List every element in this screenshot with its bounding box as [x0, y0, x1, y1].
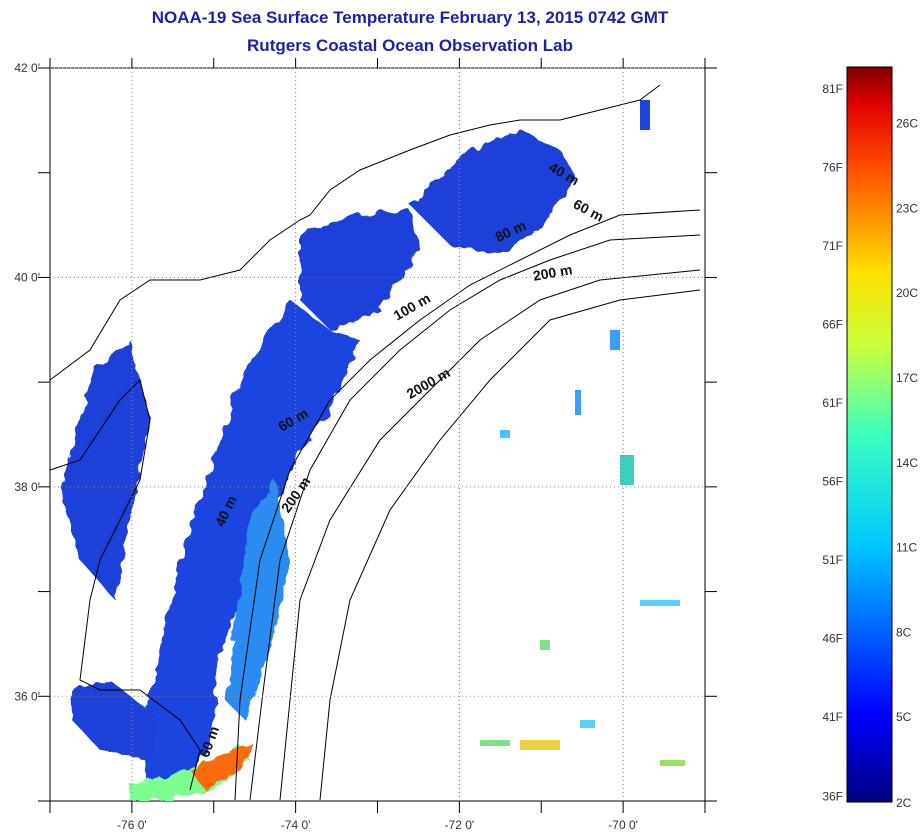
- x-axis: -76 0' -74 0' -72 0' -70 0': [49, 58, 706, 832]
- sst-patch-new-york-bight: [300, 210, 420, 330]
- y-tick-label: 38 0': [14, 480, 40, 494]
- colorbar-f-label: 41F: [822, 710, 843, 724]
- colorbar-celsius-labels: 2C 5C 8C 11C 14C 17C 20C 23C 26C: [896, 117, 918, 810]
- x-tick-label: -74 0': [281, 818, 311, 832]
- colorbar-c-label: 14C: [896, 456, 918, 470]
- colorbar-f-label: 71F: [822, 239, 843, 253]
- y-tick-label: 42 0': [14, 61, 40, 75]
- colorbar-f-label: 46F: [822, 632, 843, 646]
- colorbar-c-label: 11C: [896, 541, 917, 555]
- contour-line-mid: [249, 234, 701, 801]
- x-tick-label: -70 0': [608, 818, 638, 832]
- contour-line-inner: [234, 209, 701, 801]
- sst-offshore-scatter: [480, 100, 685, 766]
- contour-line-deep: [319, 289, 701, 801]
- sst-patch-pamlico: [70, 680, 160, 760]
- colorbar-c-label: 17C: [896, 371, 918, 385]
- chart-title: NOAA-19 Sea Surface Temperature February…: [151, 8, 669, 27]
- x-tick-label: -72 0': [445, 818, 475, 832]
- colorbar-c-label: 20C: [896, 286, 918, 300]
- coastline: [49, 84, 661, 791]
- colorbar-f-label: 51F: [822, 553, 843, 567]
- colorbar-f-label: 56F: [822, 475, 843, 489]
- y-tick-label: 40 0': [14, 270, 40, 284]
- contour-line-shelf: [279, 269, 701, 801]
- y-axis: 42 0' 40 0' 38 0' 36 0': [14, 61, 717, 802]
- colorbar-c-label: 2C: [896, 796, 912, 810]
- colorbar: [846, 66, 893, 803]
- depth-contours: [234, 209, 701, 801]
- sst-patch-gulf-stream-warm: [190, 745, 255, 790]
- colorbar-fahrenheit-labels: 36F 41F 46F 51F 56F 61F 66F 71F 76F 81F: [822, 82, 843, 804]
- chart-subtitle: Rutgers Coastal Ocean Observation Lab: [247, 36, 573, 55]
- colorbar-f-label: 61F: [822, 396, 843, 410]
- depth-contour-label: 200 m: [532, 261, 574, 284]
- x-tick-label: -76 0': [117, 818, 147, 832]
- colorbar-f-label: 76F: [822, 161, 843, 175]
- colorbar-c-label: 5C: [896, 710, 912, 724]
- colorbar-f-label: 66F: [822, 318, 843, 332]
- colorbar-c-label: 26C: [896, 117, 918, 131]
- sst-data-layer: [60, 100, 685, 801]
- colorbar-c-label: 8C: [896, 625, 912, 639]
- colorbar-c-label: 23C: [896, 201, 918, 215]
- sst-patch-shelf-break: [225, 480, 290, 720]
- y-tick-label: 36 0': [14, 689, 40, 703]
- sst-patch-chesapeake: [60, 340, 150, 600]
- sst-patch-southern-new-england: [410, 130, 575, 255]
- plot-frame: [49, 67, 706, 802]
- colorbar-f-label: 81F: [822, 82, 843, 96]
- colorbar-f-label: 36F: [822, 790, 843, 804]
